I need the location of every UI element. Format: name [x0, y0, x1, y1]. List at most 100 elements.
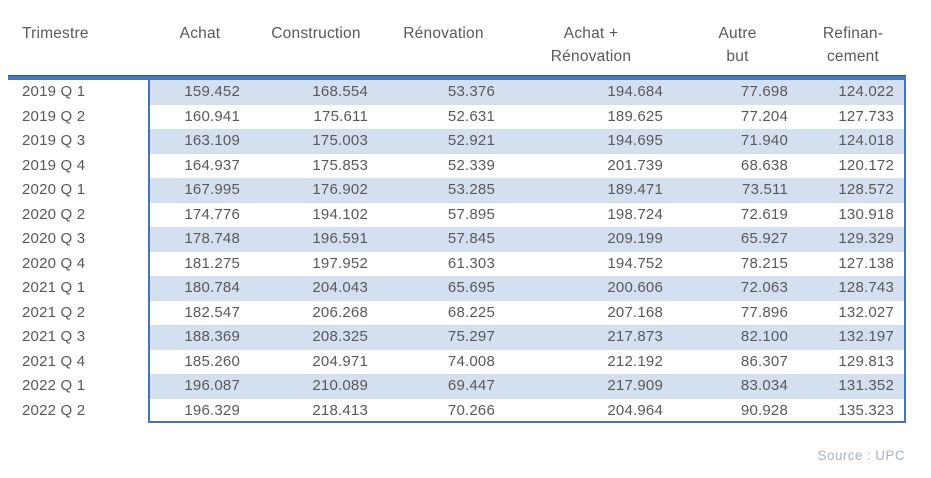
header-cell-1: Achat: [179, 25, 221, 42]
value-cell-5: 132.197: [800, 325, 906, 350]
row-label-cell: 2021 Q 4: [8, 349, 148, 374]
value-cell-2: 53.376: [380, 80, 507, 105]
value-cell-5: 127.733: [838, 107, 894, 125]
value-cell-4: 71.940: [675, 129, 800, 154]
value-cell-4: 83.034: [675, 374, 800, 399]
table-row: 2021 Q 1 180.784 204.043 65.695 200.606 72.06…: [8, 276, 906, 301]
value-cell-5: 135.323: [838, 401, 894, 419]
header-cell-2: Construction: [271, 25, 361, 42]
value-cell-4: 77.698: [675, 80, 800, 105]
row-label-cell: 2020 Q 3: [8, 227, 148, 252]
value-cell-3: 194.684: [507, 80, 675, 105]
value-cell-5: 131.352: [800, 374, 906, 399]
value-cell-0: 185.260: [184, 352, 240, 370]
value-cell-1: 204.043: [252, 276, 380, 301]
table-row: 2021 Q 3 188.369 208.325 75.297 217.873 82.10…: [8, 325, 906, 350]
value-cell-5: 132.027: [838, 303, 894, 321]
value-cell-5: 127.138: [838, 254, 894, 272]
row-label-cell: 2020 Q 2: [8, 202, 148, 227]
value-cell-3: 189.471: [507, 178, 675, 203]
table-row: 2019 Q 2 160.941 175.611 52.631 189.625 77.20…: [8, 104, 906, 129]
value-cell-4: 65.927: [675, 227, 800, 252]
value-cell-0: 163.109: [148, 129, 252, 154]
value-cell-0: 181.275: [184, 254, 240, 272]
table-row: 2021 Q 2 182.547 206.268 68.225 207.168 77.89…: [8, 300, 906, 325]
table-row: 2019 Q 4 164.937 175.853 52.339 201.739 68.63…: [8, 153, 906, 178]
value-cell-5: 124.022: [800, 80, 906, 105]
value-cell-1: 168.554: [252, 80, 380, 105]
table-row: 2021 Q 4 185.260 204.971 74.008 212.192 86.30…: [8, 349, 906, 374]
value-cell-1: 206.268: [312, 303, 368, 321]
table-row: 2020 Q 4 181.275 197.952 61.303 194.752 78.21…: [8, 251, 906, 276]
value-cell-0: 160.941: [184, 107, 240, 125]
value-cell-5: 130.918: [838, 205, 894, 223]
table-row: 2022 Q 1 196.087 210.089 69.447 217.909 83.03…: [8, 374, 906, 399]
value-cell-4: 68.638: [740, 156, 788, 174]
value-cell-2: 65.695: [380, 276, 507, 301]
value-cell-2: 69.447: [380, 374, 507, 399]
row-label-cell: 2019 Q 4: [8, 153, 148, 178]
value-cell-2: 70.266: [447, 401, 495, 419]
table-row: 2019 Q 1 159.452 168.554 53.376 194.684 77.69…: [8, 80, 906, 105]
table-row: 2019 Q 3 163.109 175.003 52.921 194.695 71.94…: [8, 129, 906, 154]
value-cell-4: 90.928: [740, 401, 788, 419]
value-cell-1: 176.902: [252, 178, 380, 203]
header-cell-4: Achat + Rénovation: [550, 25, 632, 65]
value-cell-0: 196.087: [148, 374, 252, 399]
value-cell-3: 204.964: [607, 401, 663, 419]
value-cell-0: 182.547: [184, 303, 240, 321]
value-cell-4: 82.100: [675, 325, 800, 350]
value-cell-4: 78.215: [740, 254, 788, 272]
row-label-cell: 2019 Q 3: [8, 129, 148, 154]
value-cell-1: 197.952: [312, 254, 368, 272]
header-cell-3: Rénovation: [403, 25, 484, 42]
value-cell-2: 61.303: [447, 254, 495, 272]
table-row: 2020 Q 2 174.776 194.102 57.895 198.724 72.61…: [8, 202, 906, 227]
value-cell-0: 188.369: [148, 325, 252, 350]
value-cell-5: 128.572: [800, 178, 906, 203]
table-body: 2019 Q 1 159.452 168.554 53.376 194.684 77.69…: [8, 80, 906, 423]
row-label-cell: 2020 Q 1: [8, 178, 148, 203]
table-row: 2020 Q 1 167.995 176.902 53.285 189.471 73.51…: [8, 178, 906, 203]
value-cell-0: 167.995: [148, 178, 252, 203]
value-cell-2: 52.921: [380, 129, 507, 154]
table-row: 2022 Q 2 196.329 218.413 70.266 204.964 90.92…: [8, 398, 906, 423]
value-cell-3: 189.625: [607, 107, 663, 125]
header-cell-0: Trimestre: [22, 25, 89, 42]
value-cell-2: 52.339: [447, 156, 495, 174]
value-cell-4: 72.619: [740, 205, 788, 223]
header-cell-6: Refinan- cement: [822, 25, 884, 65]
row-label-cell: 2019 Q 1: [8, 80, 148, 105]
value-cell-0: 174.776: [184, 205, 240, 223]
value-cell-5: 129.329: [800, 227, 906, 252]
value-cell-4: 77.896: [740, 303, 788, 321]
value-cell-2: 57.845: [380, 227, 507, 252]
value-cell-5: 120.172: [838, 156, 894, 174]
value-cell-3: 207.168: [607, 303, 663, 321]
value-cell-2: 74.008: [447, 352, 495, 370]
value-cell-5: 124.018: [800, 129, 906, 154]
value-cell-1: 175.003: [252, 129, 380, 154]
value-cell-2: 75.297: [380, 325, 507, 350]
value-cell-1: 196.591: [252, 227, 380, 252]
header-divider-line: [8, 75, 906, 80]
value-cell-0: 196.329: [184, 401, 240, 419]
value-cell-5: 129.813: [838, 352, 894, 370]
value-cell-3: 194.695: [507, 129, 675, 154]
value-cell-3: 209.199: [507, 227, 675, 252]
value-cell-4: 86.307: [740, 352, 788, 370]
row-label-cell: 2019 Q 2: [8, 104, 148, 129]
value-cell-4: 73.511: [675, 178, 800, 203]
value-cell-1: 210.089: [252, 374, 380, 399]
value-cell-1: 175.853: [312, 156, 368, 174]
row-label-cell: 2021 Q 3: [8, 325, 148, 350]
value-cell-0: 178.748: [148, 227, 252, 252]
table-header-row: Trimestre Achat Construction Rénovation Acha…: [8, 0, 906, 75]
value-cell-3: 198.724: [607, 205, 663, 223]
source-note: Source : UPC: [817, 448, 905, 463]
value-cell-3: 217.873: [507, 325, 675, 350]
row-label-cell: 2022 Q 1: [8, 374, 148, 399]
value-cell-2: 68.225: [447, 303, 495, 321]
value-cell-0: 159.452: [148, 80, 252, 105]
